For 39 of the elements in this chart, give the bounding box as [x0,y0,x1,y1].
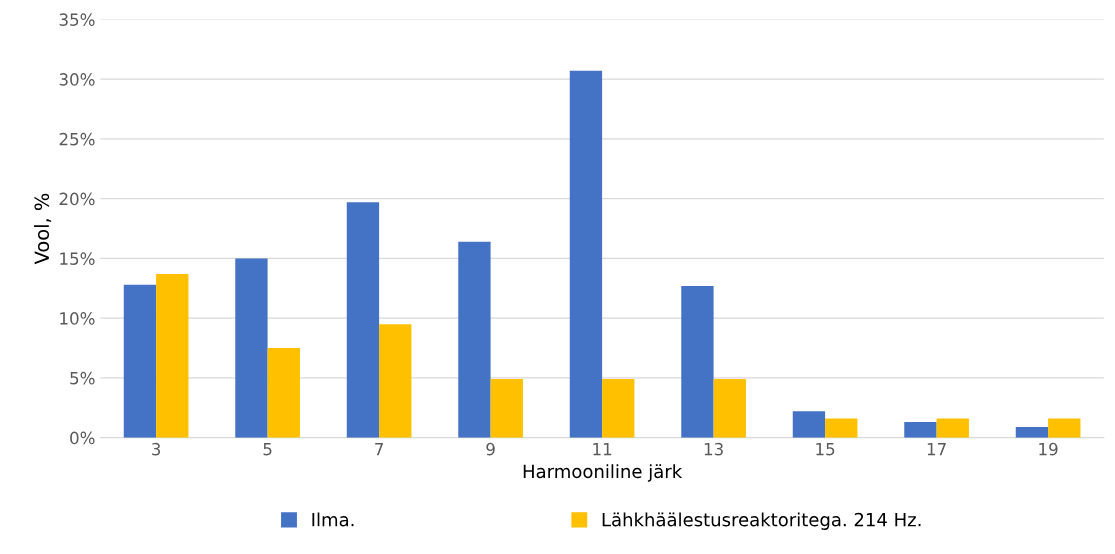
bar [123,284,157,438]
x-tick-label: 7 [375,443,383,456]
x-tick-label: 17 [927,443,946,456]
bar [792,411,826,438]
bar [713,379,746,438]
y-tick-label: 35% [59,13,95,26]
x-tick-label: 3 [152,442,161,456]
bar [156,273,189,438]
y-axis-title: Vool, % [34,193,52,265]
bar [904,422,937,438]
bar [267,348,300,438]
y-tick-label: 30% [59,73,95,86]
legend-label: Ilma. [312,512,354,527]
y-tick-label: 0% [70,431,95,445]
bar [458,241,491,438]
x-tick-label: 9 [486,442,495,456]
bar [569,70,603,438]
bar [235,258,268,438]
bar [681,285,714,438]
bar [490,379,523,438]
x-tick-label: 5 [263,443,272,456]
legend-label: Lähkhäälestusreaktoritega. 214 Hz. [602,512,921,530]
bar [936,418,969,438]
y-tick-label: 10% [60,312,95,325]
bar [1015,426,1049,438]
x-tick-label: 19 [1039,442,1058,456]
y-tick-label: 20% [59,192,95,206]
x-tick-label: 15 [816,443,835,456]
y-tick-label: 25% [59,132,95,146]
x-axis-title: Harmooniline järk [523,464,683,482]
x-tick-label: 13 [704,442,723,456]
x-tick-label: 11 [593,443,612,456]
y-tick-label: 15% [60,252,95,265]
y-tick-label: 5% [70,371,95,385]
bar [602,379,635,438]
bar [825,418,858,438]
bar [379,324,412,438]
bar [1048,418,1081,438]
bar [346,202,380,438]
